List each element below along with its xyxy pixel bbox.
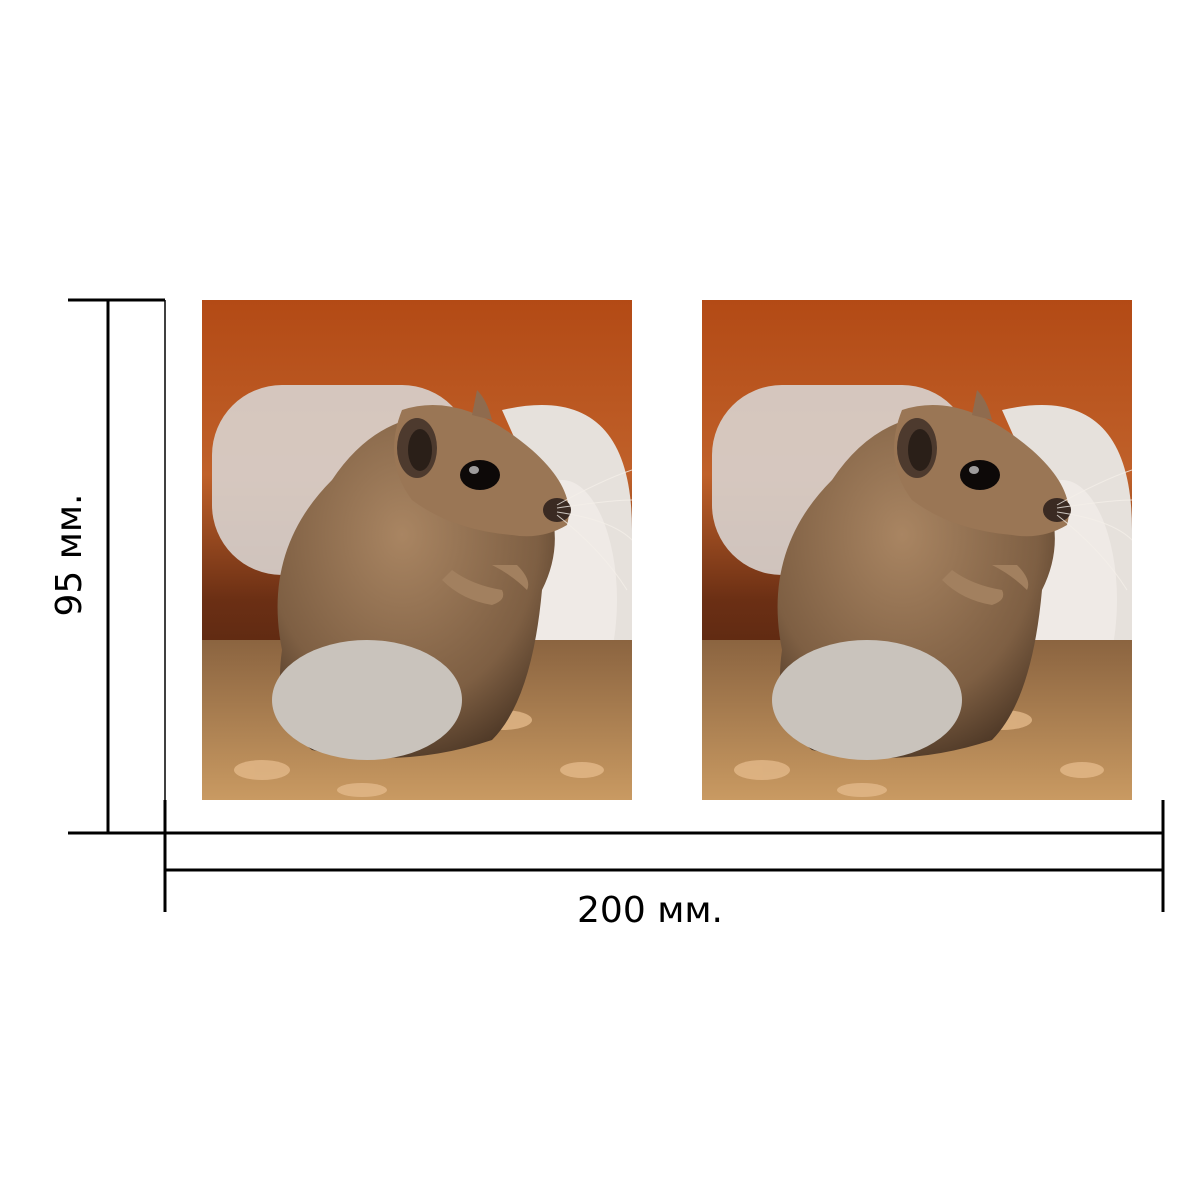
width-dimension-lines	[163, 800, 1165, 912]
width-label: 200 мм.	[577, 890, 723, 931]
height-dimension-lines	[68, 298, 166, 835]
gerbil-photo-left	[202, 300, 632, 800]
gerbil-illustration	[202, 300, 632, 800]
gerbil-illustration	[702, 300, 1132, 800]
gerbil-photo-right	[702, 300, 1132, 800]
height-label: 95 мм.	[49, 493, 90, 617]
